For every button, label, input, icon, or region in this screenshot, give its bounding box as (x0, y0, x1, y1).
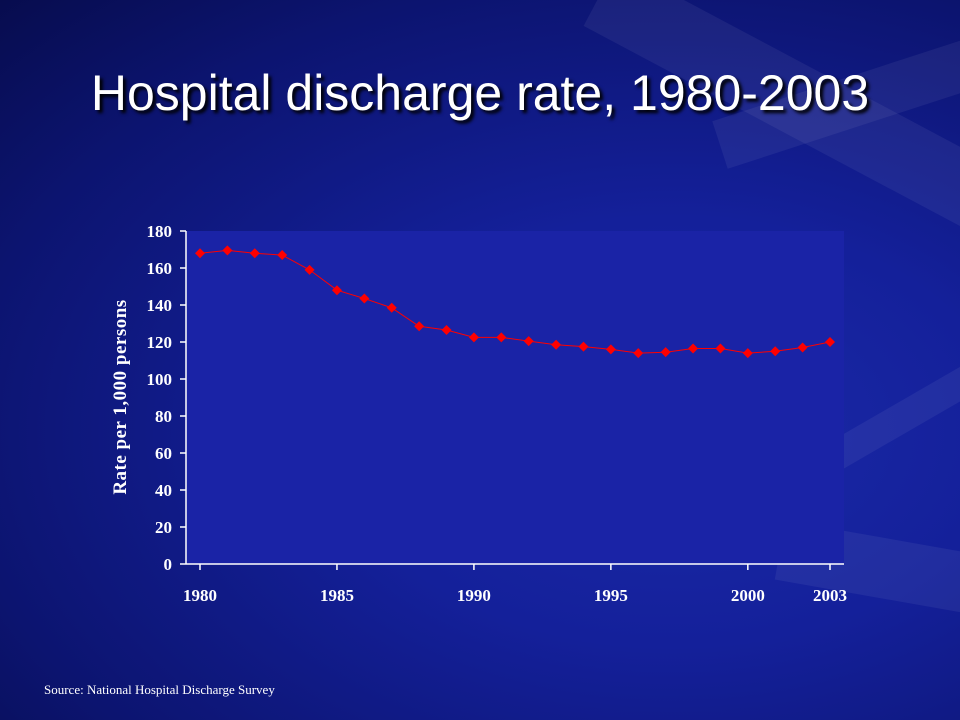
data-point (195, 248, 205, 259)
source-note: Source: National Hospital Discharge Surv… (44, 682, 275, 697)
data-point (359, 293, 370, 304)
data-point (523, 336, 534, 347)
data-point (496, 332, 507, 343)
y-axis-title: Rate per 1,000 persons (110, 299, 131, 494)
y-tick-label: 120 (147, 333, 173, 352)
data-point (222, 245, 233, 256)
data-point (797, 342, 808, 353)
data-point (551, 339, 562, 350)
data-point (386, 302, 397, 313)
y-tick-label: 160 (147, 259, 173, 278)
data-point (331, 285, 342, 296)
y-tick-label: 140 (147, 296, 173, 315)
data-point (633, 348, 644, 359)
data-point (825, 337, 835, 347)
y-tick-label: 0 (164, 555, 173, 574)
data-point (249, 248, 260, 259)
series-line (199, 249, 831, 354)
x-tick-label: 1995 (594, 586, 628, 605)
x-tick-label: 1980 (183, 586, 217, 605)
y-tick-label: 100 (147, 370, 173, 389)
y-axis-ticks: 0 20 40 60 80 100 120 140 160 180 (147, 222, 186, 574)
data-point (468, 332, 479, 343)
plot-area (186, 231, 844, 564)
series-points (195, 245, 835, 359)
data-point (578, 341, 589, 352)
y-tick-label: 20 (155, 518, 172, 537)
x-tick-label: 1990 (457, 586, 491, 605)
data-point (304, 264, 315, 275)
y-tick-label: 80 (155, 407, 172, 426)
data-point (605, 344, 616, 355)
data-point (742, 348, 753, 359)
data-point (715, 343, 726, 354)
data-point (660, 347, 671, 358)
x-tick-label: 2003 (813, 586, 847, 605)
x-tick-label: 2000 (731, 586, 765, 605)
y-tick-label: 180 (147, 222, 173, 241)
x-axis-ticks: 1980 1985 1990 1995 2000 2003 (183, 564, 847, 605)
y-tick-label: 60 (155, 444, 172, 463)
data-point (441, 324, 452, 335)
data-point (770, 346, 781, 357)
data-point (414, 321, 425, 332)
slide-title: Hospital discharge rate, 1980-2003 (90, 65, 870, 121)
x-tick-label: 1985 (320, 586, 354, 605)
y-tick-label: 40 (155, 481, 172, 500)
data-point (688, 343, 699, 354)
data-point (277, 250, 288, 261)
